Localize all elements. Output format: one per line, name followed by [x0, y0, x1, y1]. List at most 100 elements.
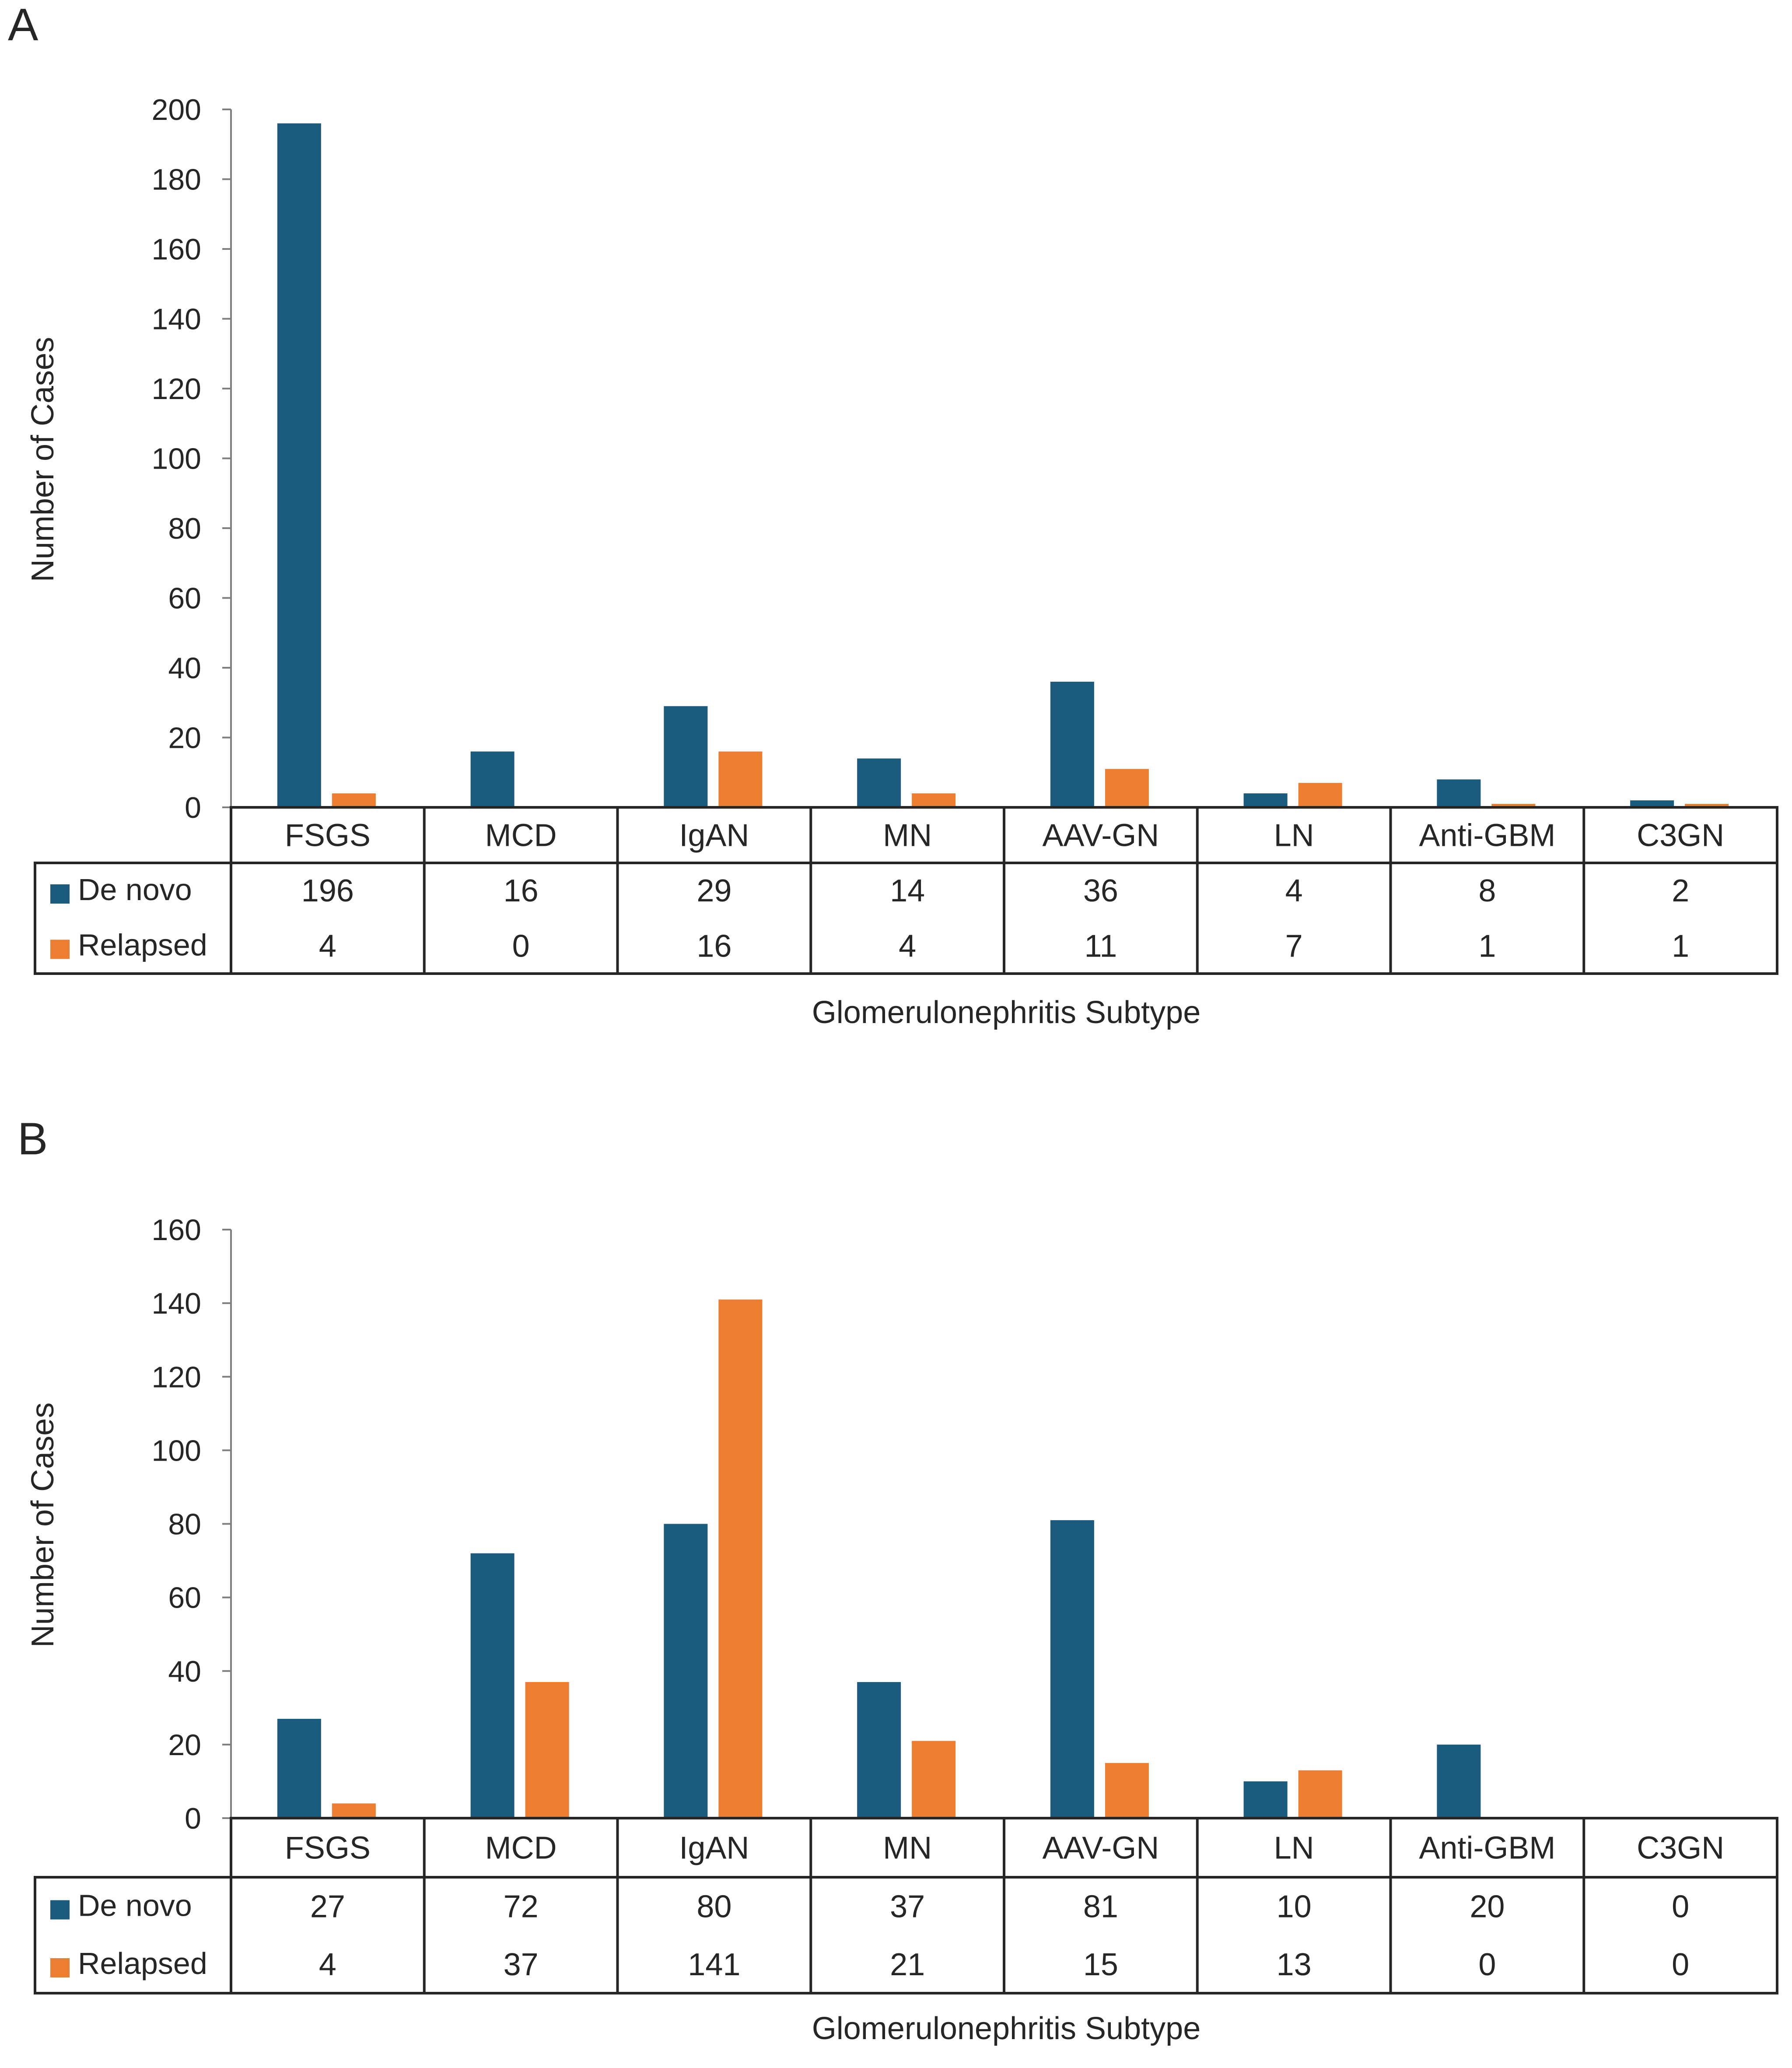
- panel-b: B Number of Cases Glomerulonephritis Sub…: [18, 1114, 1778, 2046]
- bar-de-novo-mcd: [470, 1553, 514, 1818]
- category-label: Anti-GBM: [1419, 1831, 1555, 1866]
- category-label: FSGS: [285, 818, 371, 853]
- category-label: MCD: [485, 818, 557, 853]
- bar-relapsed-c3gn: [1685, 804, 1729, 807]
- table-cell-value: 0: [1672, 1947, 1689, 1982]
- x-axis-title-b: Glomerulonephritis Subtype: [812, 2011, 1200, 2046]
- y-axis-title-a: Number of Cases: [25, 337, 60, 582]
- bar-de-novo-ln: [1243, 793, 1288, 807]
- table-cell-value: 1: [1478, 929, 1496, 964]
- y-tick-label: 60: [168, 582, 201, 615]
- table-cell-value: 20: [1470, 1889, 1505, 1924]
- bar-de-novo-fsgs: [277, 123, 321, 807]
- y-tick-label: 180: [152, 163, 201, 196]
- y-tick-label: 0: [185, 1802, 201, 1835]
- legend-label: Relapsed: [78, 928, 207, 962]
- table-cell-value: 0: [1672, 1889, 1689, 1924]
- bar-de-novo-c3gn: [1630, 800, 1674, 807]
- bar-de-novo-anti-gbm: [1437, 1744, 1481, 1818]
- table-cell-value: 37: [890, 1889, 925, 1924]
- bar-relapsed-ln: [1298, 1770, 1342, 1818]
- category-label: FSGS: [285, 1831, 371, 1866]
- table-cell-value: 4: [319, 1947, 336, 1982]
- table-cell-value: 2: [1672, 873, 1689, 908]
- panel-letter-a: A: [8, 0, 38, 50]
- y-tick-label: 140: [152, 1287, 201, 1320]
- legend-key-relapsed: [50, 1958, 70, 1977]
- y-tick-label: 40: [168, 652, 201, 685]
- category-label: AAV-GN: [1043, 818, 1159, 853]
- legend-label: De novo: [78, 873, 192, 907]
- table-cell-value: 0: [512, 929, 530, 964]
- y-tick-label: 0: [185, 791, 201, 824]
- table-cell-value: 16: [504, 873, 539, 908]
- table-cell-value: 10: [1277, 1889, 1312, 1924]
- table-cell-value: 0: [1478, 1947, 1496, 1982]
- table-cell-value: 11: [1085, 929, 1117, 964]
- table-cell-value: 37: [504, 1947, 539, 1982]
- table-cell-value: 7: [1285, 929, 1303, 964]
- table-cell-value: 16: [696, 929, 732, 964]
- bar-de-novo-fsgs: [277, 1719, 321, 1818]
- table-cell-value: 8: [1478, 873, 1496, 908]
- category-label: MN: [883, 818, 932, 853]
- table-cell-value: 81: [1083, 1889, 1118, 1924]
- table-cell-value: 141: [688, 1947, 740, 1982]
- legend-label: De novo: [78, 1889, 192, 1923]
- table-cell-value: 36: [1083, 873, 1118, 908]
- table-cell-value: 29: [696, 873, 732, 908]
- table-cell-value: 4: [1285, 873, 1303, 908]
- bar-relapsed-mcd: [525, 1682, 569, 1818]
- bar-relapsed-igan: [718, 1299, 763, 1818]
- table-cell-value: 27: [310, 1889, 345, 1924]
- y-tick-label: 120: [152, 372, 201, 406]
- category-label: C3GN: [1637, 818, 1724, 853]
- table-cell-value: 80: [696, 1889, 732, 1924]
- bar-de-novo-mn: [857, 758, 901, 807]
- category-label: LN: [1274, 1831, 1314, 1866]
- y-tick-label: 40: [168, 1655, 201, 1688]
- bar-relapsed-mn: [912, 793, 956, 807]
- legend-key-de-novo: [50, 884, 70, 904]
- y-tick-label: 20: [168, 722, 201, 755]
- y-tick-label: 120: [152, 1360, 201, 1394]
- y-tick-label: 100: [152, 442, 201, 476]
- y-axis-title-b: Number of Cases: [25, 1402, 60, 1647]
- bar-de-novo-mcd: [470, 751, 514, 807]
- y-tick-label: 100: [152, 1434, 201, 1467]
- y-tick-label: 80: [168, 512, 201, 545]
- legend-key-de-novo: [50, 1900, 70, 1920]
- bar-relapsed-aav-gn: [1105, 769, 1149, 807]
- bar-de-novo-igan: [664, 1524, 708, 1818]
- category-label: C3GN: [1637, 1831, 1724, 1866]
- table-cell-value: 15: [1083, 1947, 1118, 1982]
- table-cell-value: 4: [319, 929, 336, 964]
- y-tick-label: 80: [168, 1508, 201, 1541]
- bar-de-novo-mn: [857, 1682, 901, 1818]
- table-cell-value: 13: [1277, 1947, 1312, 1982]
- category-label: IgAN: [679, 1831, 749, 1866]
- category-label: Anti-GBM: [1419, 818, 1555, 853]
- y-tick-label: 20: [168, 1728, 201, 1762]
- bar-relapsed-anti-gbm: [1491, 804, 1536, 807]
- table-cell-value: 196: [301, 873, 354, 908]
- bar-relapsed-fsgs: [332, 1803, 376, 1818]
- bar-de-novo-aav-gn: [1050, 681, 1094, 807]
- bar-de-novo-anti-gbm: [1437, 779, 1481, 807]
- bar-relapsed-mn: [912, 1741, 956, 1818]
- legend-key-relapsed: [50, 939, 70, 959]
- panel-letter-b: B: [18, 1114, 48, 1164]
- category-label: IgAN: [679, 818, 749, 853]
- category-label: AAV-GN: [1043, 1831, 1159, 1866]
- bar-relapsed-fsgs: [332, 793, 376, 807]
- category-label: LN: [1274, 818, 1314, 853]
- bar-relapsed-aav-gn: [1105, 1763, 1149, 1818]
- table-cell-value: 4: [899, 929, 916, 964]
- bar-relapsed-igan: [718, 751, 763, 807]
- y-tick-label: 160: [152, 233, 201, 266]
- x-axis-title-a: Glomerulonephritis Subtype: [812, 995, 1200, 1030]
- panel-a: A Number of Cases Glomerulonephritis Sub…: [8, 0, 1778, 1030]
